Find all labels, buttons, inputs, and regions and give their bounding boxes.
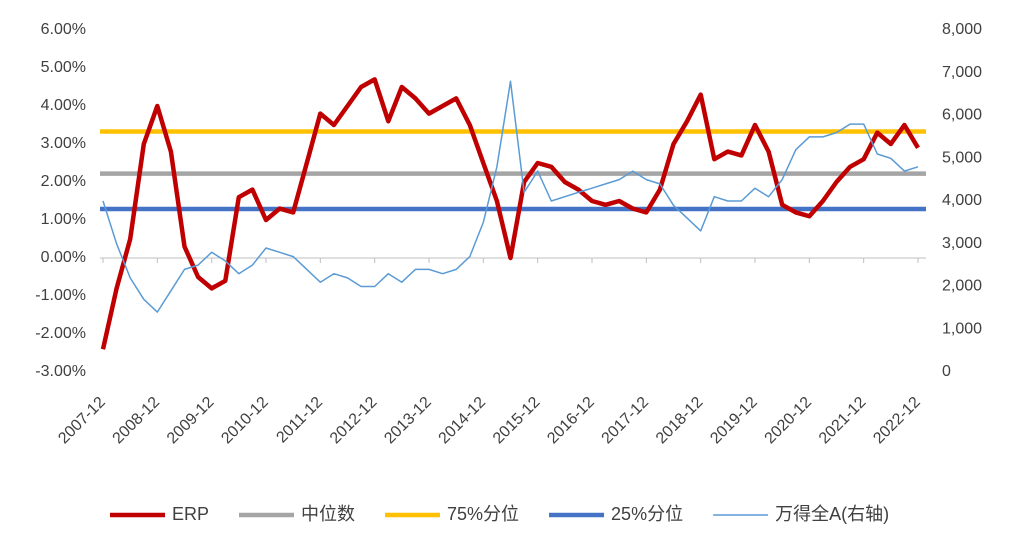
x-tick-label: 2011-12 xyxy=(273,394,326,447)
y2-tick-label: 6,000 xyxy=(942,107,982,124)
legend-label: 中位数 xyxy=(301,504,355,524)
y2-tick-label: 3,000 xyxy=(942,235,982,252)
y-tick-label: 0.00% xyxy=(41,249,86,266)
y2-tick-label: 2,000 xyxy=(942,278,982,295)
x-tick-label: 2014-12 xyxy=(436,394,490,448)
x-tick-label: 2018-12 xyxy=(653,394,707,448)
y2-tick-label: 8,000 xyxy=(942,21,982,38)
x-tick-label: 2022-12 xyxy=(870,394,924,448)
data-line xyxy=(100,77,920,350)
y-tick-label: 6.00% xyxy=(41,21,86,38)
x-tick-label: 2009-12 xyxy=(164,394,218,448)
y2-tick-label: 7,000 xyxy=(942,64,982,81)
y-tick-label: 3.00% xyxy=(41,135,86,152)
x-tick-label: 2015-12 xyxy=(490,394,544,448)
y2-tick-label: 1,000 xyxy=(942,320,982,337)
legend-label: 万得全A(右轴) xyxy=(775,504,889,524)
y-tick-label: 4.00% xyxy=(41,97,86,114)
legend-label: ERP xyxy=(172,504,209,524)
x-tick-label: 2021-12 xyxy=(816,394,870,448)
x-tick-label: 2010-12 xyxy=(218,394,272,448)
x-tick-label: 2020-12 xyxy=(762,394,816,448)
x-tick-label: 2019-12 xyxy=(707,394,761,448)
y2-tick-label: 4,000 xyxy=(942,192,982,209)
x-tick-label: 2016-12 xyxy=(544,394,598,448)
x-tick-label: 2007-12 xyxy=(55,394,109,448)
x-tick-label: 2017-12 xyxy=(599,394,653,448)
y2-tick-label: 0 xyxy=(942,363,951,380)
y-tick-label: 2.00% xyxy=(41,173,86,190)
y-tick-label: -3.00% xyxy=(35,363,86,380)
data-line xyxy=(102,80,919,313)
x-tick-label: 2012-12 xyxy=(327,394,381,448)
x-tick-label: 2008-12 xyxy=(110,394,164,448)
legend-label: 25%分位 xyxy=(611,504,683,524)
y2-tick-label: 5,000 xyxy=(942,149,982,166)
y-tick-label: 5.00% xyxy=(41,59,86,76)
y-tick-label: -1.00% xyxy=(35,287,86,304)
y-tick-label: -2.00% xyxy=(35,325,86,342)
legend-label: 75%分位 xyxy=(447,504,519,524)
y-tick-label: 1.00% xyxy=(41,211,86,228)
x-tick-label: 2013-12 xyxy=(381,394,435,448)
